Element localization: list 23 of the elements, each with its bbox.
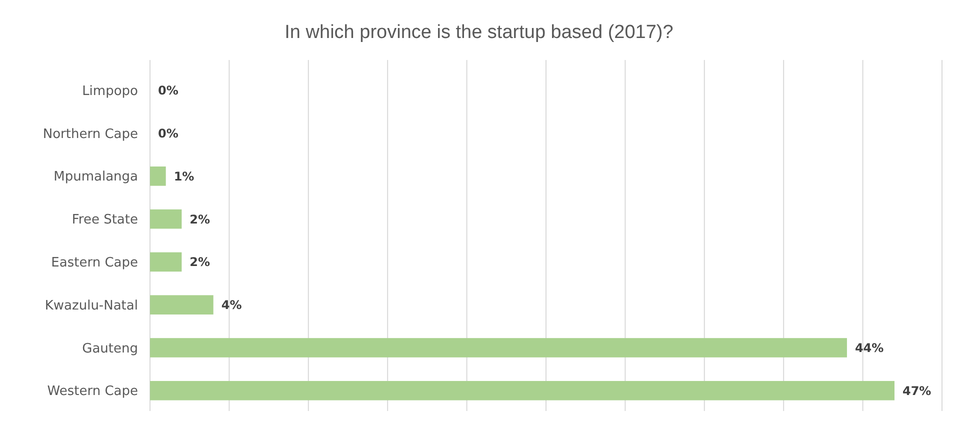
bar — [150, 209, 182, 229]
bar — [150, 380, 894, 400]
data-label: 4% — [221, 298, 242, 312]
bar — [150, 295, 214, 314]
data-label: 2% — [190, 255, 210, 270]
bar — [150, 252, 182, 272]
y-tick-label: Mpumalanga — [54, 170, 138, 185]
y-tick-label: Eastern Cape — [51, 255, 138, 270]
y-tick-label: Kwazulu-Natal — [44, 298, 138, 314]
y-tick-label: Limpopo — [82, 84, 138, 99]
bar — [150, 338, 847, 358]
data-label: 2% — [190, 212, 210, 226]
y-tick-label: Northern Cape — [42, 126, 138, 142]
data-label: 0% — [158, 84, 178, 98]
data-label: 1% — [174, 169, 194, 184]
data-label: 47% — [902, 384, 932, 398]
bar — [150, 166, 166, 186]
data-label: 0% — [158, 126, 178, 140]
y-tick-label: Western Cape — [47, 384, 138, 400]
y-tick-label: Gauteng — [82, 341, 138, 356]
data-label: 44% — [854, 340, 884, 355]
chart-title: In which province is the startup based (2017)? — [284, 22, 674, 43]
y-tick-label: Free State — [72, 212, 138, 228]
